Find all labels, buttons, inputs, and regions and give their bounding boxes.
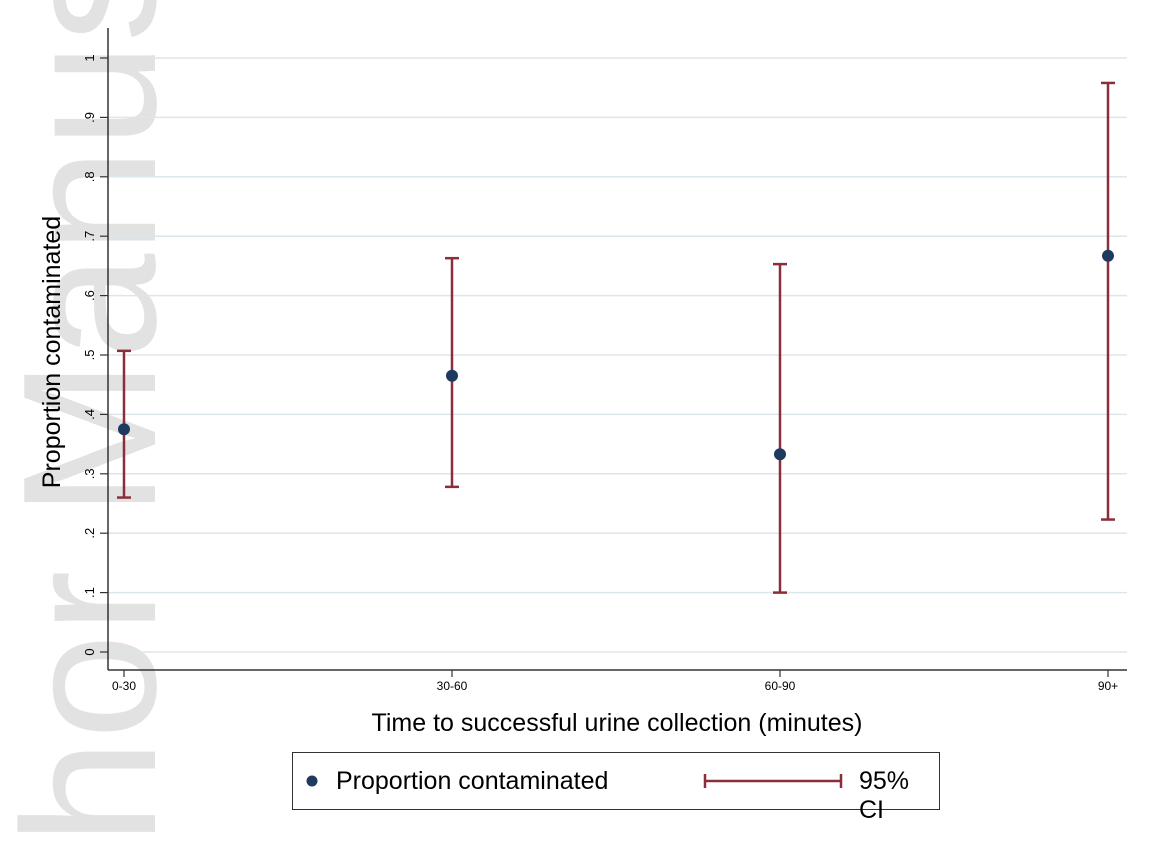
watermark-text: hor Manusc <box>0 0 196 843</box>
y-tick-label-7: .7 <box>82 231 97 242</box>
y-tick-label-10: 1 <box>82 54 97 61</box>
y-tick-label-9: .9 <box>82 112 97 123</box>
axes <box>107 28 1127 671</box>
ci-errorbars <box>117 81 1115 594</box>
point-30-60 <box>446 369 458 382</box>
y-tick-label-0: 0 <box>82 648 97 655</box>
gridlines <box>108 57 1127 653</box>
y-tick-label-1: .1 <box>82 587 97 598</box>
x-tick-label-2: 60-90 <box>765 679 796 693</box>
y-tick-label-5: .5 <box>82 350 97 361</box>
legend: Proportion contaminated 95% CI <box>292 752 940 824</box>
x-tick-label-3: 90+ <box>1098 679 1118 693</box>
y-tick-label-6: .6 <box>82 290 97 301</box>
legend-ci-icon <box>703 774 843 788</box>
y-tick-labels: 0 .1 .2 .3 .4 .5 .6 .7 .8 .9 1 <box>82 54 108 656</box>
legend-label-ci: 95% CI <box>859 767 910 824</box>
y-tick-label-3: .3 <box>82 468 97 479</box>
ci-bar-90+ <box>1101 81 1115 521</box>
legend-label-point: Proportion contaminated <box>336 767 609 795</box>
y-axis-label: Proportion contaminated <box>38 216 66 488</box>
y-tick-label-4: .4 <box>82 409 97 420</box>
x-tick-label-0: 0-30 <box>112 679 136 693</box>
ci-bar-60-90 <box>773 262 787 594</box>
y-tick-label-2: .2 <box>82 528 97 539</box>
y-tick-label-8: .8 <box>82 171 97 182</box>
x-tick-labels: 0-30 30-60 60-90 90+ <box>112 670 1118 693</box>
legend-symbols <box>306 774 843 788</box>
legend-point-icon <box>306 775 318 787</box>
x-tick-label-1: 30-60 <box>437 679 468 693</box>
data-points <box>118 249 1114 461</box>
x-axis-label: Time to successful urine collection (min… <box>372 709 863 737</box>
point-0-30 <box>118 423 130 436</box>
point-60-90 <box>774 448 786 461</box>
point-90+ <box>1102 249 1114 262</box>
